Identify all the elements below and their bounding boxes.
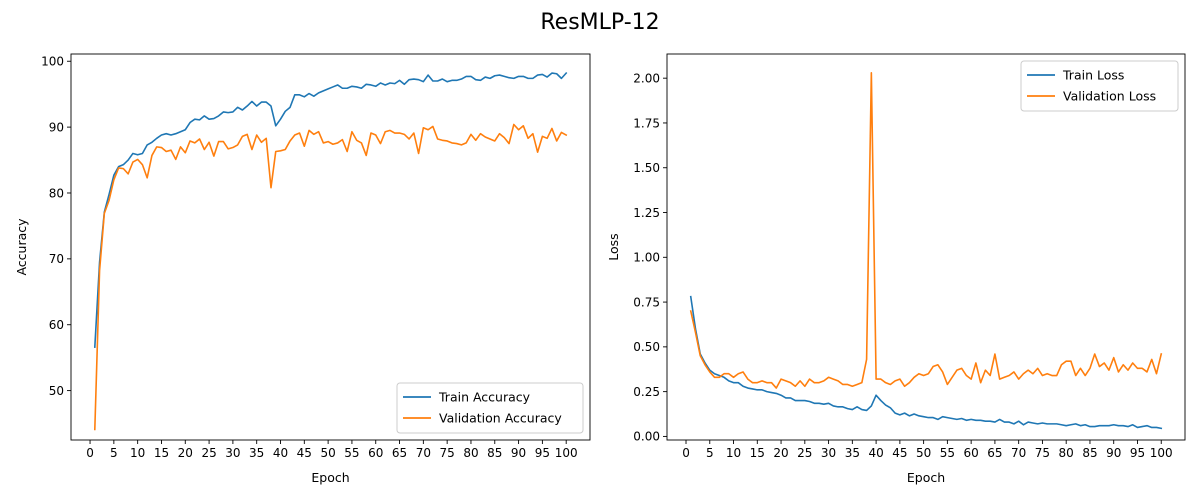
loss-y-tick-label: 2.00 [633,71,660,85]
accuracy-y-tick-label: 90 [49,120,64,134]
loss-x-tick-label: 60 [964,446,979,460]
loss-x-tick-label: 75 [1035,446,1050,460]
loss-x-tick-label: 15 [750,446,765,460]
accuracy-x-tick-label: 100 [555,446,578,460]
loss-y-axis-label: Loss [606,233,621,260]
accuracy-series-line-train [93,71,568,348]
accuracy-x-tick-label: 5 [110,446,118,460]
accuracy-y-axis-label: Accuracy [14,218,29,276]
accuracy-x-tick-label: 75 [440,446,455,460]
loss-x-tick-label: 5 [706,446,714,460]
loss-y-tick-label: 1.75 [633,116,660,130]
loss-x-tick-label: 50 [916,446,931,460]
loss-y-tick-label: 1.50 [633,161,660,175]
accuracy-x-tick-label: 35 [249,446,264,460]
accuracy-x-tick-label: 50 [320,446,335,460]
loss-legend: Train Loss Validation Loss [1020,60,1179,112]
loss-x-tick-label: 0 [682,446,690,460]
loss-x-axis-label: Epoch [907,470,945,485]
accuracy-x-tick-label: 10 [130,446,145,460]
loss-y-tick-label: 1.00 [633,251,660,265]
loss-series-line-validation [689,72,1163,389]
loss-x-tick-label: 70 [1011,446,1026,460]
loss-subplot: 0 5 10 15 20 25 30 35 40 45 50 55 60 65 70 75 80 85 90 95 10… [606,53,1186,485]
accuracy-x-tick-label: 40 [273,446,288,460]
accuracy-legend-label: Train Accuracy [438,390,531,405]
accuracy-x-tick-label: 85 [487,446,502,460]
accuracy-x-tick-label: 15 [154,446,169,460]
loss-x-tick-label: 65 [987,446,1002,460]
loss-legend-label: Validation Loss [1063,89,1156,104]
loss-x-tick-label: 90 [1106,446,1121,460]
loss-x-tick-label: 25 [797,446,812,460]
accuracy-y-tick-label: 60 [49,318,64,332]
accuracy-subplot: 0 5 10 15 20 25 30 35 40 45 50 55 60 65 70 75 80 85 90 95 10… [14,53,591,485]
accuracy-legend: Train Accuracy Validation Accuracy [396,382,584,434]
accuracy-y-tick-label: 100 [41,55,64,69]
accuracy-x-tick-label: 65 [392,446,407,460]
loss-y-tick-label: 0.25 [633,385,660,399]
accuracy-axes-frame [70,53,591,441]
accuracy-y-tick-label: 50 [49,384,64,398]
loss-y-tick-label: 1.25 [633,206,660,220]
accuracy-x-tick-label: 60 [368,446,383,460]
accuracy-x-tick-label: 45 [297,446,312,460]
accuracy-x-tick-label: 30 [225,446,240,460]
accuracy-x-tick-label: 25 [201,446,216,460]
loss-x-tick-label: 35 [845,446,860,460]
loss-x-tick-label: 100 [1150,446,1173,460]
accuracy-x-tick-label: 55 [344,446,359,460]
accuracy-x-tick-label: 70 [416,446,431,460]
figure-suptitle: ResMLP-12 [540,10,659,35]
accuracy-x-tick-label: 95 [535,446,550,460]
loss-y-tick-label: 0.50 [633,340,660,354]
accuracy-x-tick-label: 20 [178,446,193,460]
accuracy-y-tick-label: 70 [49,252,64,266]
loss-y-tick-label: 0.75 [633,295,660,309]
loss-x-tick-label: 30 [821,446,836,460]
loss-x-tick-label: 55 [940,446,955,460]
accuracy-legend-label: Validation Accuracy [439,411,562,426]
loss-x-tick-label: 20 [773,446,788,460]
loss-legend-label: Train Loss [1062,68,1124,83]
loss-x-tick-label: 10 [726,446,741,460]
accuracy-legend-box [396,382,584,434]
accuracy-y-tick-label: 80 [49,186,64,200]
loss-x-tick-label: 40 [868,446,883,460]
accuracy-x-tick-label: 90 [511,446,526,460]
loss-x-tick-label: 85 [1082,446,1097,460]
loss-series-line-train [689,295,1163,430]
accuracy-x-tick-label: 0 [86,446,94,460]
loss-legend-box [1020,60,1179,112]
accuracy-series-line-validation [93,123,568,431]
loss-y-tick-label: 0.00 [633,430,660,444]
loss-x-tick-label: 80 [1059,446,1074,460]
loss-axes-frame [666,53,1186,441]
loss-x-tick-label: 95 [1130,446,1145,460]
accuracy-x-tick-label: 80 [463,446,478,460]
loss-x-tick-label: 45 [892,446,907,460]
accuracy-x-axis-label: Epoch [311,470,349,485]
